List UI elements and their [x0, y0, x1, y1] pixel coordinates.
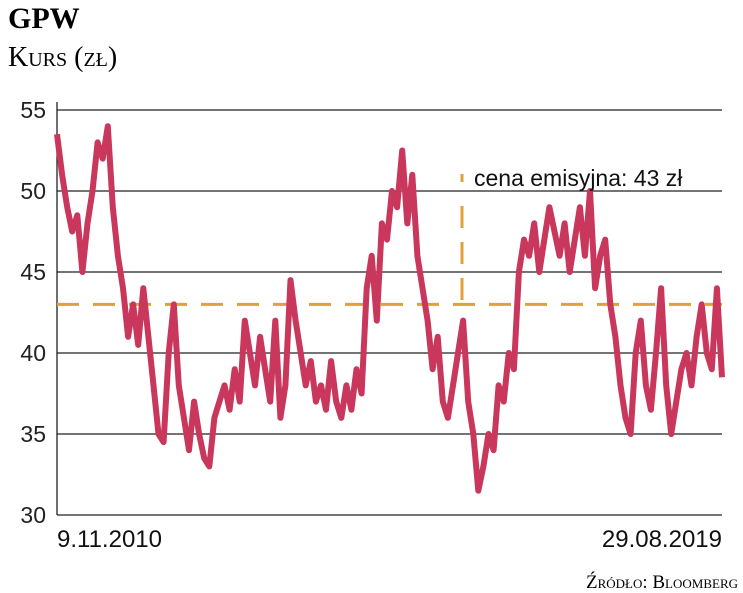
y-tick-label: 45 [20, 259, 46, 285]
y-tick-label: 40 [20, 340, 46, 366]
y-tick-label: 55 [20, 97, 46, 123]
annotation: cena emisyjna: 43 zł [474, 165, 682, 191]
y-tick-label: 50 [20, 178, 46, 204]
y-tick-label: 30 [20, 502, 46, 528]
x-tick-label: 9.11.2010 [57, 526, 162, 553]
chart-subtitle: Kurs (zł) [8, 42, 117, 73]
chart-title: GPW [8, 2, 80, 35]
y-tick-label: 35 [20, 421, 46, 447]
price-line [54, 123, 725, 494]
source: Źródło: Bloomberg [586, 571, 738, 593]
x-tick-label: 29.08.2019 [602, 526, 722, 553]
